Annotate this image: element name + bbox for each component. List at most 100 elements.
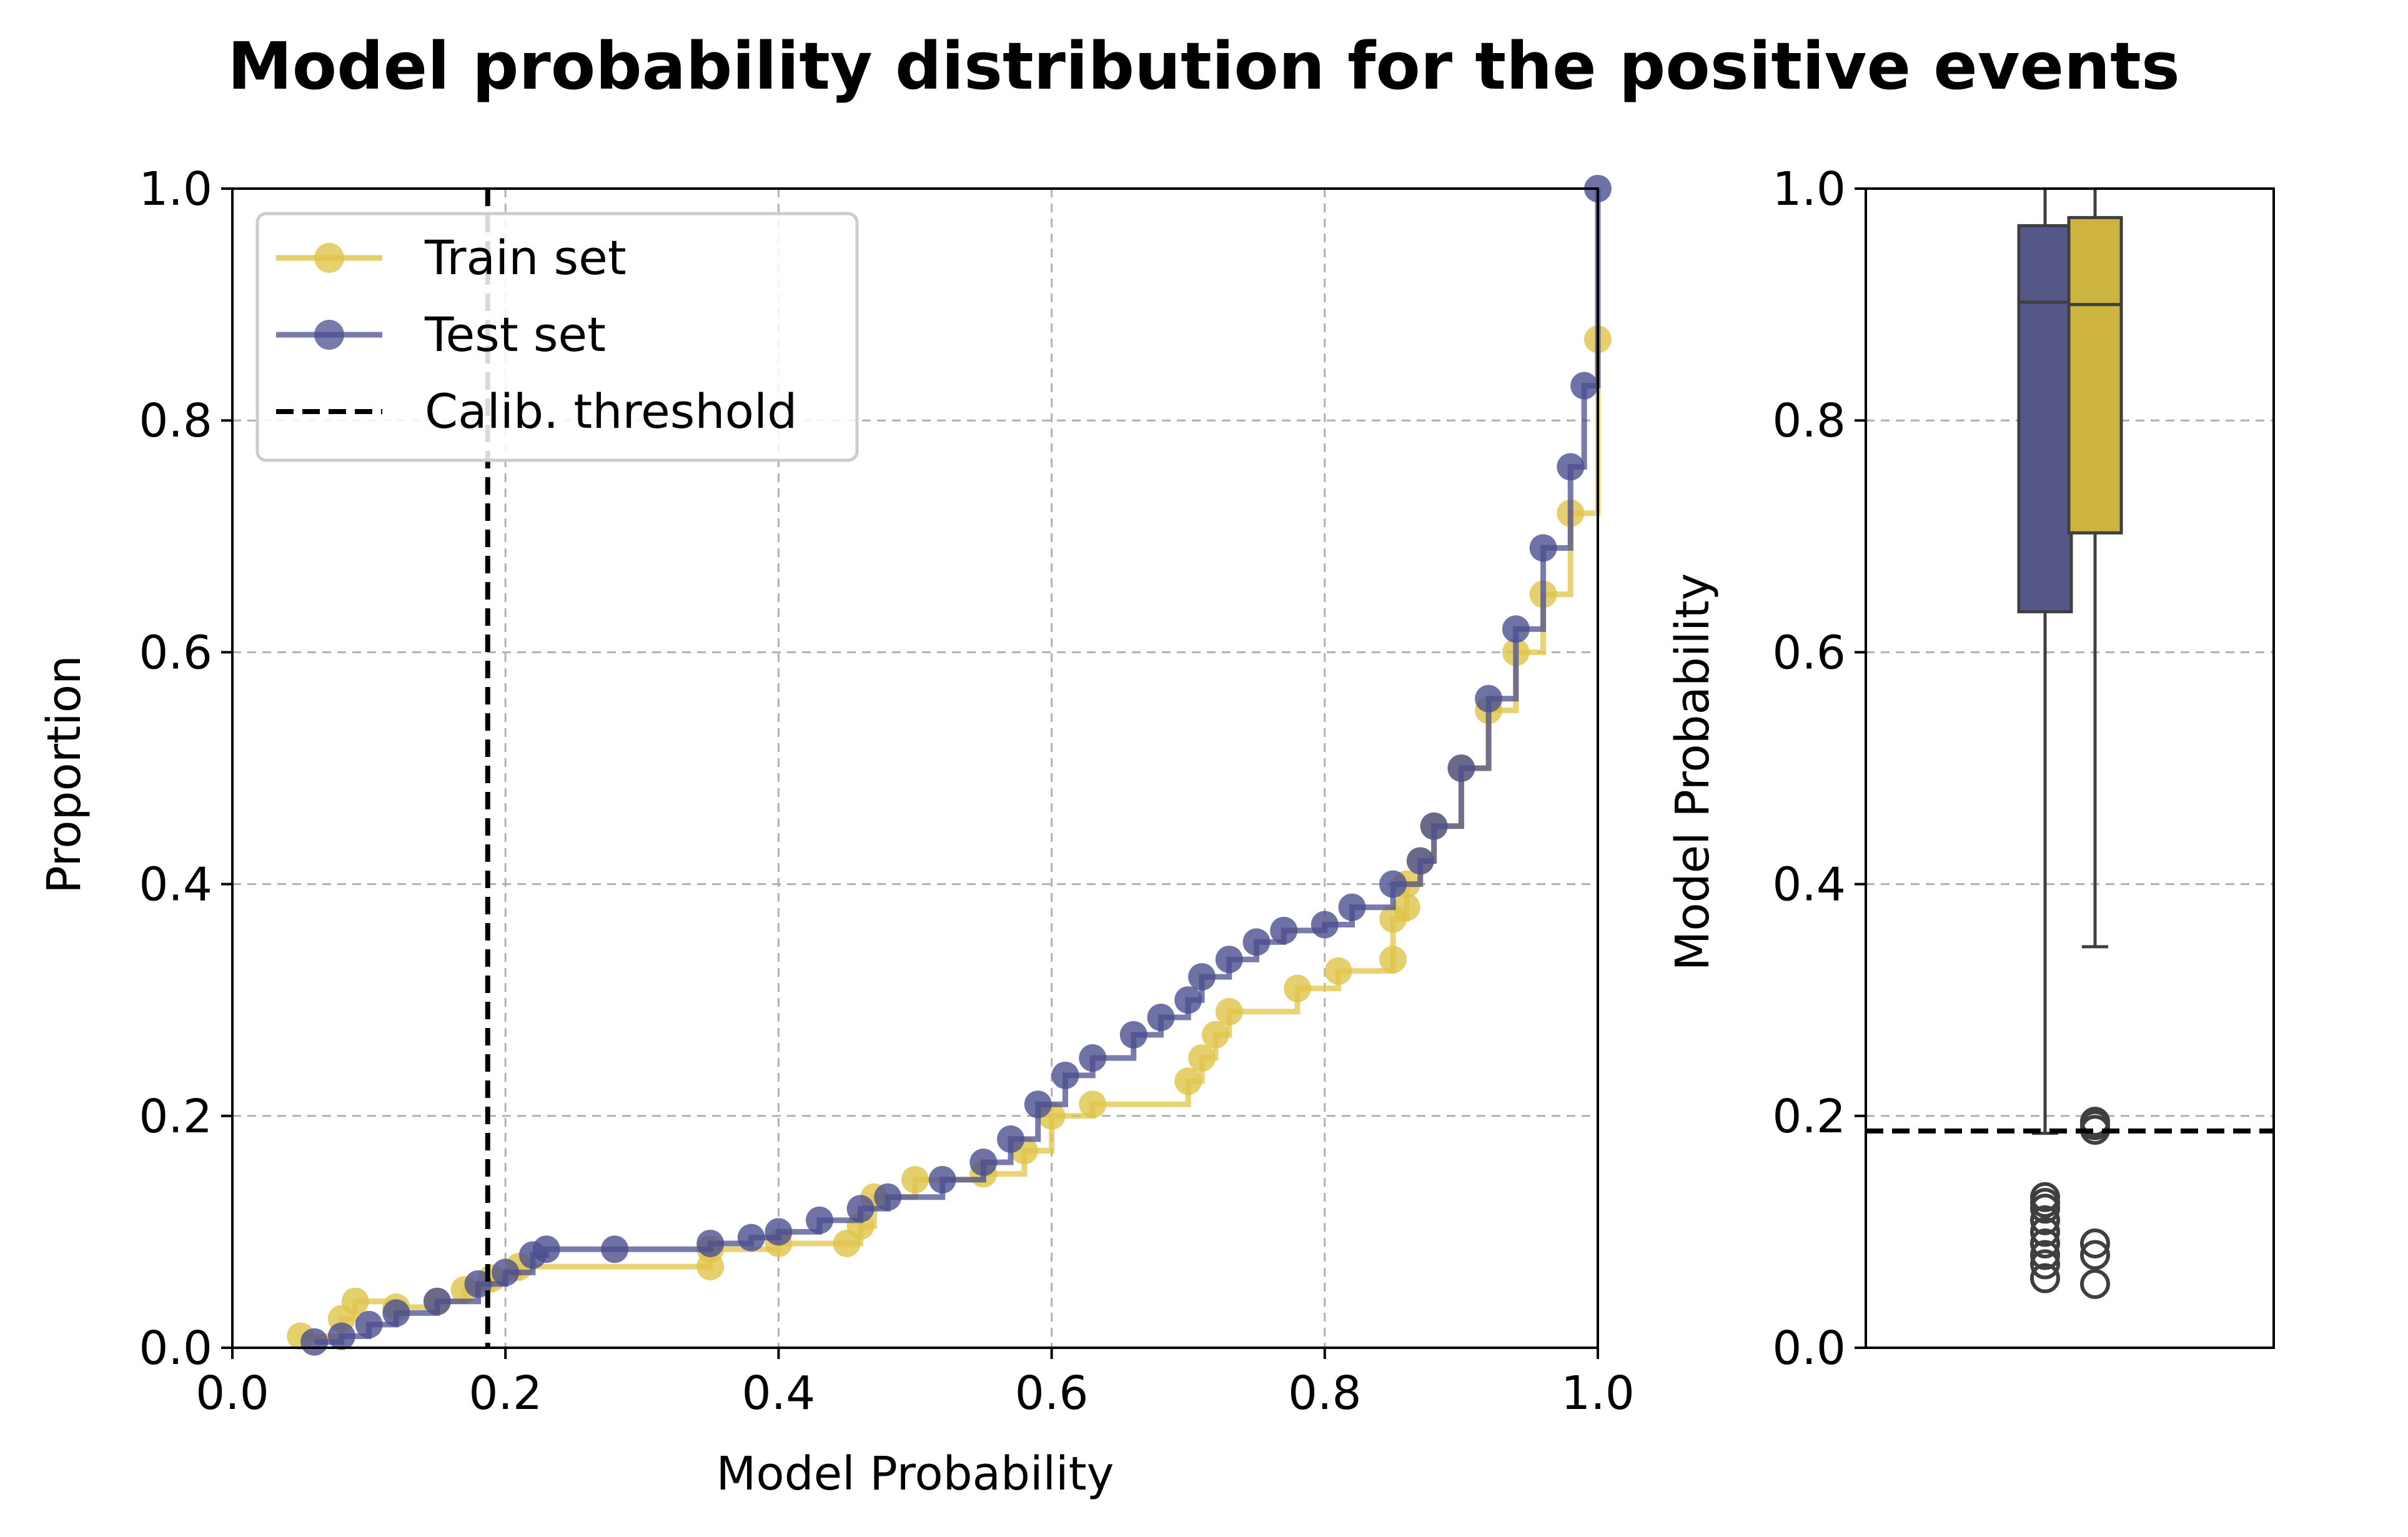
ecdf-point-test-38 <box>1557 453 1585 481</box>
ecdf-y-axis-ticks: 0.0 0.2 0.4 0.6 0.8 1.0 <box>139 162 232 1375</box>
box-train-outlier-2 <box>2080 1228 2110 1258</box>
ecdf-ytick-label-1: 0.2 <box>139 1090 212 1144</box>
ecdf-point-test-5 <box>464 1270 492 1298</box>
ecdf-series <box>287 175 1612 1356</box>
ecdf-x-axis-label: Model Probability <box>716 1447 1114 1501</box>
box-test-outlier-1 <box>2030 1249 2060 1280</box>
ecdf-point-test-28 <box>1270 916 1298 944</box>
ecdf-point-test-20 <box>1051 1061 1079 1089</box>
ecdf-point-test-19 <box>1024 1090 1052 1119</box>
ecdf-xtick-label-5: 1.0 <box>1561 1366 1635 1420</box>
box-ytick-label-2: 0.4 <box>1772 858 1846 912</box>
ecdf-point-test-15 <box>874 1183 902 1211</box>
ecdf-point-test-35 <box>1475 684 1503 713</box>
ecdf-xtick-label-3: 0.6 <box>1015 1366 1089 1420</box>
chart-title: Model probability distribution for the p… <box>227 28 2179 104</box>
legend-entry-train: Train set <box>276 230 627 285</box>
ecdf-ytick-label-4: 0.8 <box>139 394 212 448</box>
legend: Train set Test set Calib. threshold <box>255 212 859 462</box>
box-test-outlier-2 <box>2030 1240 2060 1270</box>
box-ytick-label-3: 0.6 <box>1772 626 1846 680</box>
ecdf-ytick-label-5: 1.0 <box>139 162 212 216</box>
ecdf-point-test-9 <box>601 1235 629 1263</box>
box-test-outlier-3 <box>2030 1228 2060 1258</box>
legend-box <box>255 212 859 462</box>
ecdf-point-train-18 <box>1079 1090 1107 1119</box>
ecdf-point-test-32 <box>1406 847 1434 875</box>
ecdf-point-train-20 <box>1188 1044 1216 1072</box>
ecdf-ytick-label-0: 0.0 <box>139 1322 212 1375</box>
ecdf-x-axis-ticks: 0.0 0.2 0.4 0.6 0.8 1.0 <box>196 1348 1635 1420</box>
box-y-axis-label: Model Probability <box>1666 573 1720 971</box>
legend-entry-threshold: Calib. threshold <box>276 383 797 439</box>
ecdf-series-test <box>300 175 1612 1356</box>
ecdf-point-test-17 <box>969 1149 998 1177</box>
legend-test-marker <box>314 320 344 350</box>
ecdf-point-test-25 <box>1188 963 1216 991</box>
box-train-outlier-1 <box>2080 1240 2110 1270</box>
ecdf-xtick-label-2: 0.4 <box>742 1366 816 1420</box>
box-train-outlier-0 <box>2080 1268 2110 1299</box>
legend-test-label: Test set <box>424 307 606 362</box>
box-panel: 0.0 0.2 0.4 0.6 0.8 1.0 Model Probability <box>1666 162 2275 1375</box>
ecdf-point-test-6 <box>492 1258 520 1287</box>
ecdf-ytick-label-2: 0.4 <box>139 858 212 912</box>
ecdf-point-train-23 <box>1284 974 1312 1002</box>
ecdf-y-axis-label: Proportion <box>37 655 91 894</box>
ecdf-panel: 0.0 0.2 0.4 0.6 0.8 1.0 0.0 0.2 0.4 0.6 0.8 1.0 Mo… <box>37 162 1635 1501</box>
ecdf-point-train-2 <box>341 1287 369 1315</box>
ecdf-point-test-0 <box>300 1328 329 1356</box>
legend-train-marker <box>314 243 344 273</box>
box-y-axis-ticks: 0.0 0.2 0.4 0.6 0.8 1.0 <box>1772 162 1866 1375</box>
box-ytick-label-5: 1.0 <box>1772 162 1846 216</box>
box-test-outlier-5 <box>2030 1205 2060 1235</box>
ecdf-point-test-10 <box>696 1229 725 1257</box>
ecdf-point-test-22 <box>1119 1021 1147 1049</box>
box-train <box>2067 189 2123 1299</box>
box-test-outlier-8 <box>2030 1182 2060 1212</box>
ecdf-point-test-21 <box>1079 1044 1107 1072</box>
ecdf-point-test-30 <box>1338 893 1366 921</box>
ecdf-point-test-2 <box>355 1310 383 1338</box>
ecdf-point-test-8 <box>532 1235 560 1263</box>
ecdf-plot-frame <box>231 187 1599 1349</box>
ecdf-point-test-24 <box>1174 986 1202 1014</box>
legend-threshold-label: Calib. threshold <box>425 383 797 439</box>
ecdf-point-test-27 <box>1242 928 1271 956</box>
box-train-iqr <box>2067 215 2123 535</box>
box-test-outlier-4 <box>2030 1217 2060 1247</box>
ecdf-point-test-37 <box>1529 534 1557 562</box>
ecdf-point-test-18 <box>997 1125 1025 1153</box>
box-ytick-label-4: 0.8 <box>1772 394 1846 448</box>
box-train-outlier-5 <box>2080 1107 2110 1137</box>
legend-train-label: Train set <box>424 230 627 285</box>
ecdf-xtick-label-1: 0.2 <box>468 1366 542 1420</box>
ecdf-point-test-36 <box>1502 615 1530 643</box>
ecdf-point-test-34 <box>1447 754 1475 782</box>
ecdf-point-test-23 <box>1147 1004 1175 1032</box>
ecdf-ytick-label-3: 0.6 <box>139 626 212 680</box>
ecdf-point-test-33 <box>1420 812 1448 840</box>
ecdf-point-test-12 <box>765 1218 793 1246</box>
ecdf-point-train-14 <box>901 1165 929 1194</box>
ecdf-point-train-24 <box>1324 957 1352 985</box>
ecdf-point-train-21 <box>1201 1021 1229 1049</box>
ecdf-xtick-label-4: 0.8 <box>1288 1366 1362 1420</box>
ecdf-point-test-13 <box>805 1206 833 1234</box>
ecdf-point-train-22 <box>1215 997 1243 1025</box>
ecdf-point-test-4 <box>423 1287 451 1315</box>
ecdf-point-test-26 <box>1215 946 1243 974</box>
ecdf-point-test-31 <box>1379 870 1407 898</box>
ecdf-point-train-19 <box>1174 1067 1202 1095</box>
legend-entry-test: Test set <box>276 307 606 362</box>
ecdf-point-test-14 <box>846 1195 875 1223</box>
box-ytick-label-1: 0.2 <box>1772 1090 1846 1144</box>
ecdf-point-test-3 <box>382 1299 410 1327</box>
ecdf-point-test-39 <box>1570 372 1598 400</box>
box-test-outlier-0 <box>2030 1263 2060 1293</box>
ecdf-point-train-25 <box>1379 946 1407 974</box>
box-test-iqr <box>2017 224 2073 613</box>
ecdf-point-test-11 <box>737 1223 765 1252</box>
box-plot-frame <box>1865 187 2275 1349</box>
